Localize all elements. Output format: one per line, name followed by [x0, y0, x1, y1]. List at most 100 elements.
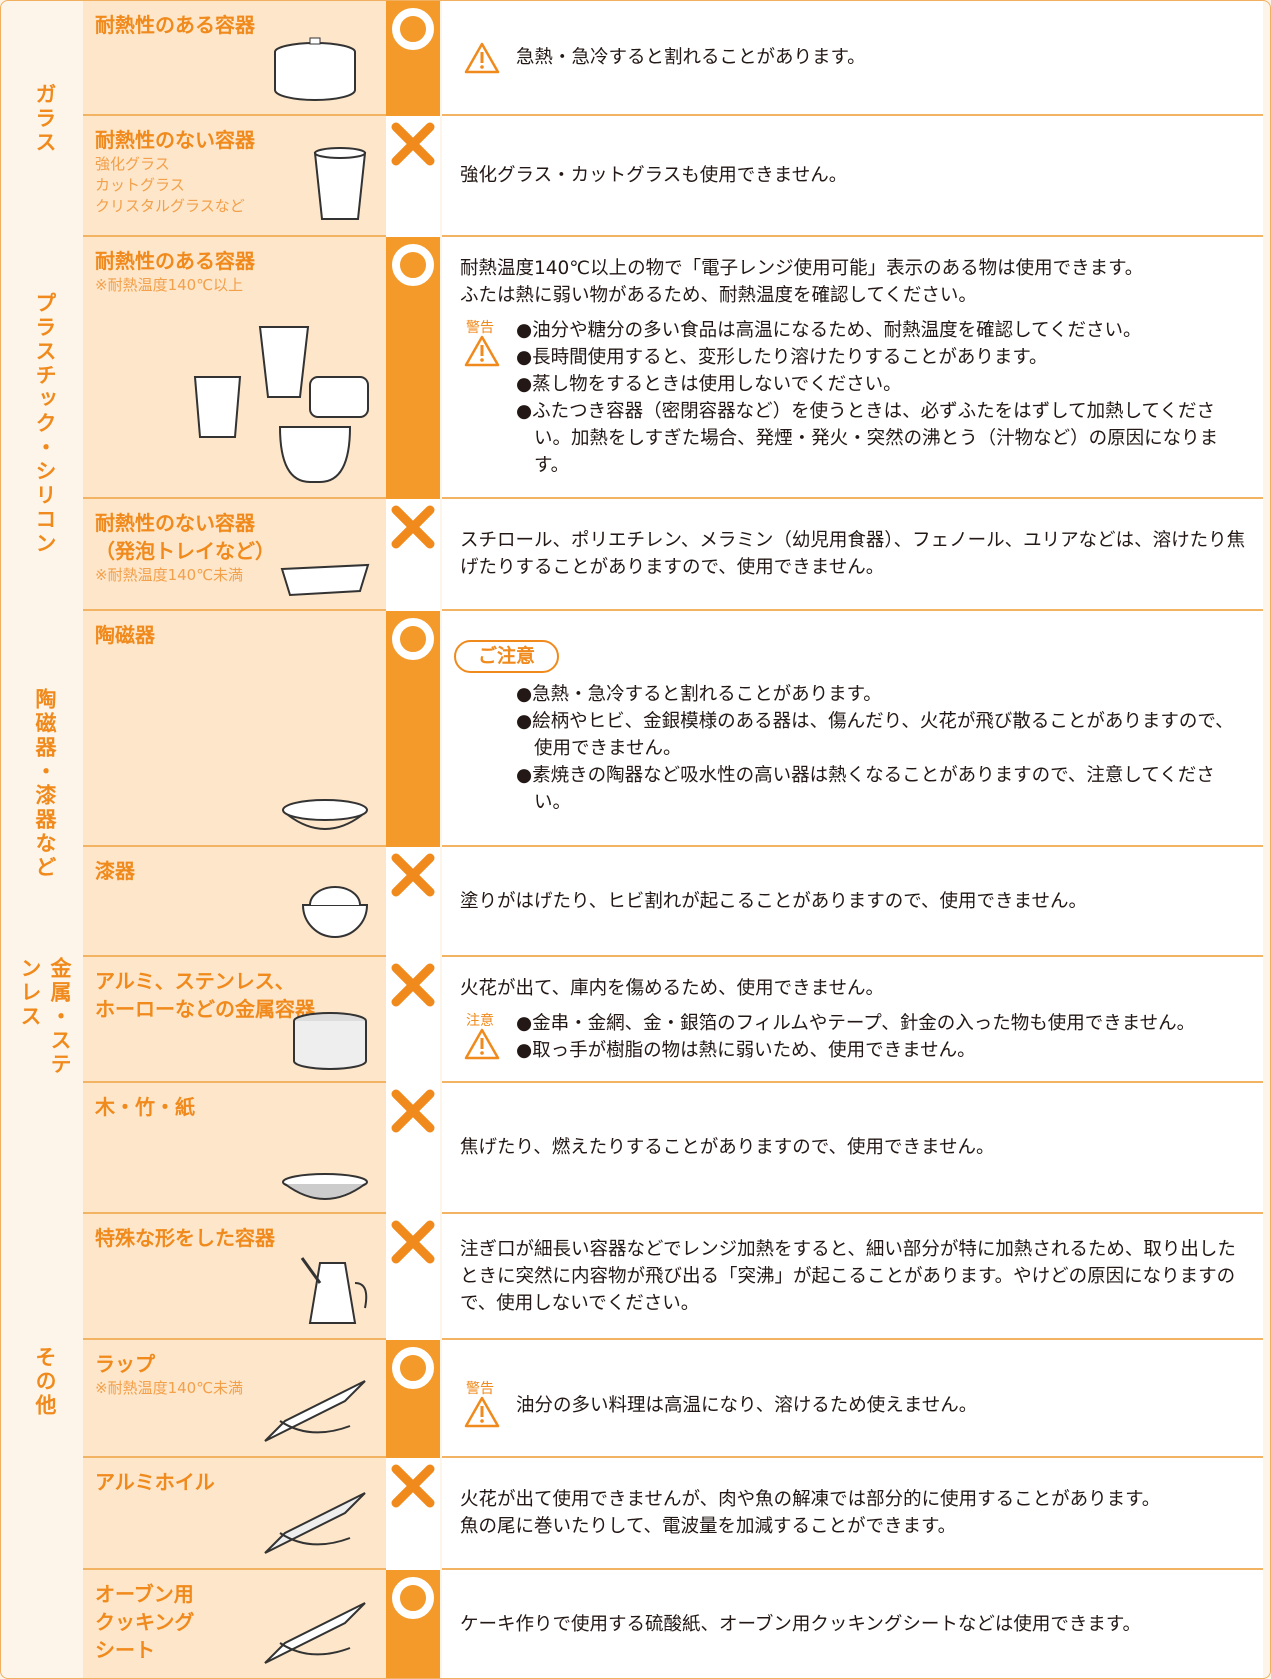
- notice-badge: ご注意: [454, 640, 560, 673]
- item-cell: 陶磁器: [83, 611, 386, 847]
- description-cell: 急熱・急冷すると割れることがあります。: [442, 1, 1263, 116]
- description-text: 強化グラス・カットグラスも使用できません。: [460, 165, 848, 186]
- item-name: 耐熱性のある容器: [95, 249, 255, 273]
- description-cell: ケーキ作りで使用する硫酸紙、オーブン用クッキングシートなどは使用できます。: [442, 1570, 1263, 1678]
- description-block: 焦げたり、燃えたりすることがありますので、使用できません。: [460, 1134, 1247, 1161]
- category-label: プラスチック・シリコン: [33, 292, 57, 556]
- item-name: 陶磁器: [95, 623, 155, 647]
- bullet-text: ●長時間使用すると、変形したり溶けたりすることがあります。: [516, 347, 1048, 368]
- description-text: ふたは熱に弱い物があるため、耐熱温度を確認してください。: [460, 285, 977, 306]
- mark-cell: [386, 1340, 440, 1458]
- ng-icon: [391, 1464, 435, 1508]
- category-cell: 陶磁器・漆器など: [9, 611, 81, 959]
- item-name: 耐熱性のある容器: [95, 13, 255, 37]
- description-text: ケーキ作りで使用する硫酸紙、オーブン用クッキングシートなどは使用できます。: [460, 1613, 1141, 1635]
- bullet-text: ●絵柄やヒビ、金銀模様のある器は、傷んだり、火花が飛び散ることがありますので、使…: [516, 711, 1234, 759]
- item-note: カットグラス: [95, 176, 185, 194]
- bullet-text: ●金串・金網、金・銀箔のフィルムやテープ、針金の入った物も使用できません。: [516, 1012, 1196, 1034]
- item-name: アルミホイル: [95, 1470, 215, 1494]
- item-cell: オーブン用クッキングシート: [83, 1570, 386, 1678]
- ng-icon: [391, 963, 435, 1007]
- ng-icon: [391, 122, 435, 166]
- description-cell: 火花が出て、庫内を傷めるため、使用できません。注意 ●金串・金網、金・銀箔のフィル…: [442, 957, 1263, 1083]
- item-name: ラップ: [95, 1352, 155, 1376]
- mark-cell: [386, 1458, 440, 1570]
- mark-cell: [386, 1083, 440, 1214]
- caution-label: 警告: [466, 320, 494, 336]
- item-cell: 漆器: [83, 847, 386, 957]
- description-text: 油分の多い料理は高温になり、溶けるため使えません。: [516, 1394, 978, 1416]
- ng-icon: [391, 505, 435, 549]
- description-block: 強化グラス・カットグラスも使用できません。: [460, 162, 1247, 189]
- description-block: 警告 ●油分や糖分の多い食品は高温になるため、耐熱温度を確認してください。 ●長時間…: [460, 317, 1247, 479]
- mark-cell: [386, 611, 440, 847]
- item-name: アルミ、ステンレス、: [95, 969, 295, 993]
- description-block: 塗りがはげたり、ヒビ割れが起こることがありますので、使用できません。: [460, 888, 1247, 915]
- description-cell: 塗りがはげたり、ヒビ割れが起こることがありますので、使用できません。: [442, 847, 1263, 957]
- description-text: 耐熱温度140℃以上の物で「電子レンジ使用可能」表示のある物は使用できます。: [460, 258, 1144, 279]
- item-name: オーブン用: [95, 1582, 194, 1606]
- item-cell: 特殊な形をした容器: [83, 1214, 386, 1340]
- item-cell: 耐熱性のある容器: [83, 1, 386, 116]
- ok-icon: [392, 618, 434, 660]
- description-block: ご注意 ●急熱・急冷すると割れることがあります。 ●絵柄やヒビ、金銀模様のある器は、…: [454, 640, 1247, 816]
- caution-label: 注意: [466, 1012, 494, 1029]
- category-label: 陶磁器・漆器など: [33, 688, 57, 880]
- description-text: 火花が出て使用できませんが、肉や魚の解凍では部分的に使用することがあります。: [460, 1489, 1161, 1510]
- item-cell: アルミホイル: [83, 1458, 386, 1570]
- description-text: スチロール、ポリエチレン、メラミン（幼児用食器）、フェノール、ユリアなどは、溶け…: [460, 530, 1246, 578]
- item-name: 木・竹・紙: [95, 1095, 195, 1119]
- caution-icon: [464, 42, 500, 82]
- category-cell: プラスチック・シリコン: [9, 237, 81, 613]
- item-note: 強化グラス: [95, 155, 170, 173]
- caution-icon: [464, 335, 500, 375]
- item-name: 耐熱性のない容器: [95, 128, 255, 152]
- description-block: 注意 ●金串・金網、金・銀箔のフィルムやテープ、針金の入った物も使用できません。 ●…: [460, 1010, 1247, 1064]
- ng-icon: [391, 1220, 435, 1264]
- item-name: ホーローなどの金属容器: [95, 997, 315, 1021]
- item-cell: 耐熱性のない容器強化グラスカットグラスクリスタルグラスなど: [83, 116, 386, 237]
- item-note: クリスタルグラスなど: [95, 197, 245, 215]
- description-cell: ご注意 ●急熱・急冷すると割れることがあります。 ●絵柄やヒビ、金銀模様のある器は、…: [442, 611, 1263, 847]
- description-block: 火花が出て使用できませんが、肉や魚の解凍では部分的に使用することがあります。 魚の…: [460, 1486, 1247, 1540]
- item-name: 漆器: [95, 859, 135, 883]
- category-label: その他: [33, 1345, 57, 1418]
- item-note: ※耐熱温度140℃未満: [95, 566, 244, 584]
- item-note: ※耐熱温度140℃未満: [95, 1379, 244, 1397]
- item-cell: 耐熱性のない容器 （発泡トレイなど） ※耐熱温度140℃未満: [83, 499, 386, 611]
- item-note: ※耐熱温度140℃以上: [95, 276, 244, 294]
- mark-cell: [386, 1214, 440, 1340]
- item-cell: 耐熱性のある容器 ※耐熱温度140℃以上: [83, 237, 386, 499]
- description-block: 注ぎ口が細長い容器などでレンジ加熱をすると、細い部分が特に加熱されるため、取り出…: [460, 1236, 1247, 1317]
- item-cell: アルミ、ステンレス、 ホーローなどの金属容器: [83, 957, 386, 1083]
- description-cell: スチロール、ポリエチレン、メラミン（幼児用食器）、フェノール、ユリアなどは、溶け…: [442, 499, 1263, 611]
- description-block: 警告油分の多い料理は高温になり、溶けるため使えません。: [460, 1378, 1247, 1427]
- item-name: クッキング: [95, 1610, 195, 1634]
- description-block: スチロール、ポリエチレン、メラミン（幼児用食器）、フェノール、ユリアなどは、溶け…: [460, 527, 1247, 581]
- bullet-text: ●油分や糖分の多い食品は高温になるため、耐熱温度を確認してください。: [516, 320, 1142, 341]
- mark-cell: [386, 116, 440, 237]
- caution-label: 警告: [466, 1380, 494, 1397]
- bullet-text: ●取っ手が樹脂の物は熱に弱いため、使用できません。: [516, 1039, 976, 1061]
- mark-cell: [386, 237, 440, 499]
- caution-icon: [464, 1396, 500, 1436]
- ok-icon: [392, 8, 434, 50]
- mark-cell: [386, 957, 440, 1083]
- description-cell: 火花が出て使用できませんが、肉や魚の解凍では部分的に使用することがあります。 魚の…: [442, 1458, 1263, 1570]
- description-block: 耐熱温度140℃以上の物で「電子レンジ使用可能」表示のある物は使用できます。 ふた…: [460, 255, 1247, 309]
- ng-icon: [391, 853, 435, 897]
- category-cell: その他: [9, 1083, 81, 1678]
- mark-cell: [386, 1570, 440, 1678]
- ok-icon: [392, 1347, 434, 1389]
- description-block: 急熱・急冷すると割れることがあります。: [460, 42, 1247, 74]
- mark-cell: [386, 499, 440, 611]
- item-name: シート: [95, 1638, 155, 1662]
- description-text: 焦げたり、燃えたりすることがありますので、使用できません。: [460, 1137, 995, 1158]
- ng-icon: [391, 1089, 435, 1133]
- description-text: 火花が出て、庫内を傷めるため、使用できません。: [460, 977, 885, 999]
- description-text: 急熱・急冷すると割れることがあります。: [516, 47, 866, 68]
- bullet-text: ●ふたつき容器（密閉容器など）を使うときは、必ずふたをはずして加熱してください。…: [516, 401, 1219, 476]
- description-cell: 耐熱温度140℃以上の物で「電子レンジ使用可能」表示のある物は使用できます。 ふた…: [442, 237, 1263, 499]
- description-text: 塗りがはげたり、ヒビ割れが起こることがありますので、使用できません。: [460, 890, 1087, 912]
